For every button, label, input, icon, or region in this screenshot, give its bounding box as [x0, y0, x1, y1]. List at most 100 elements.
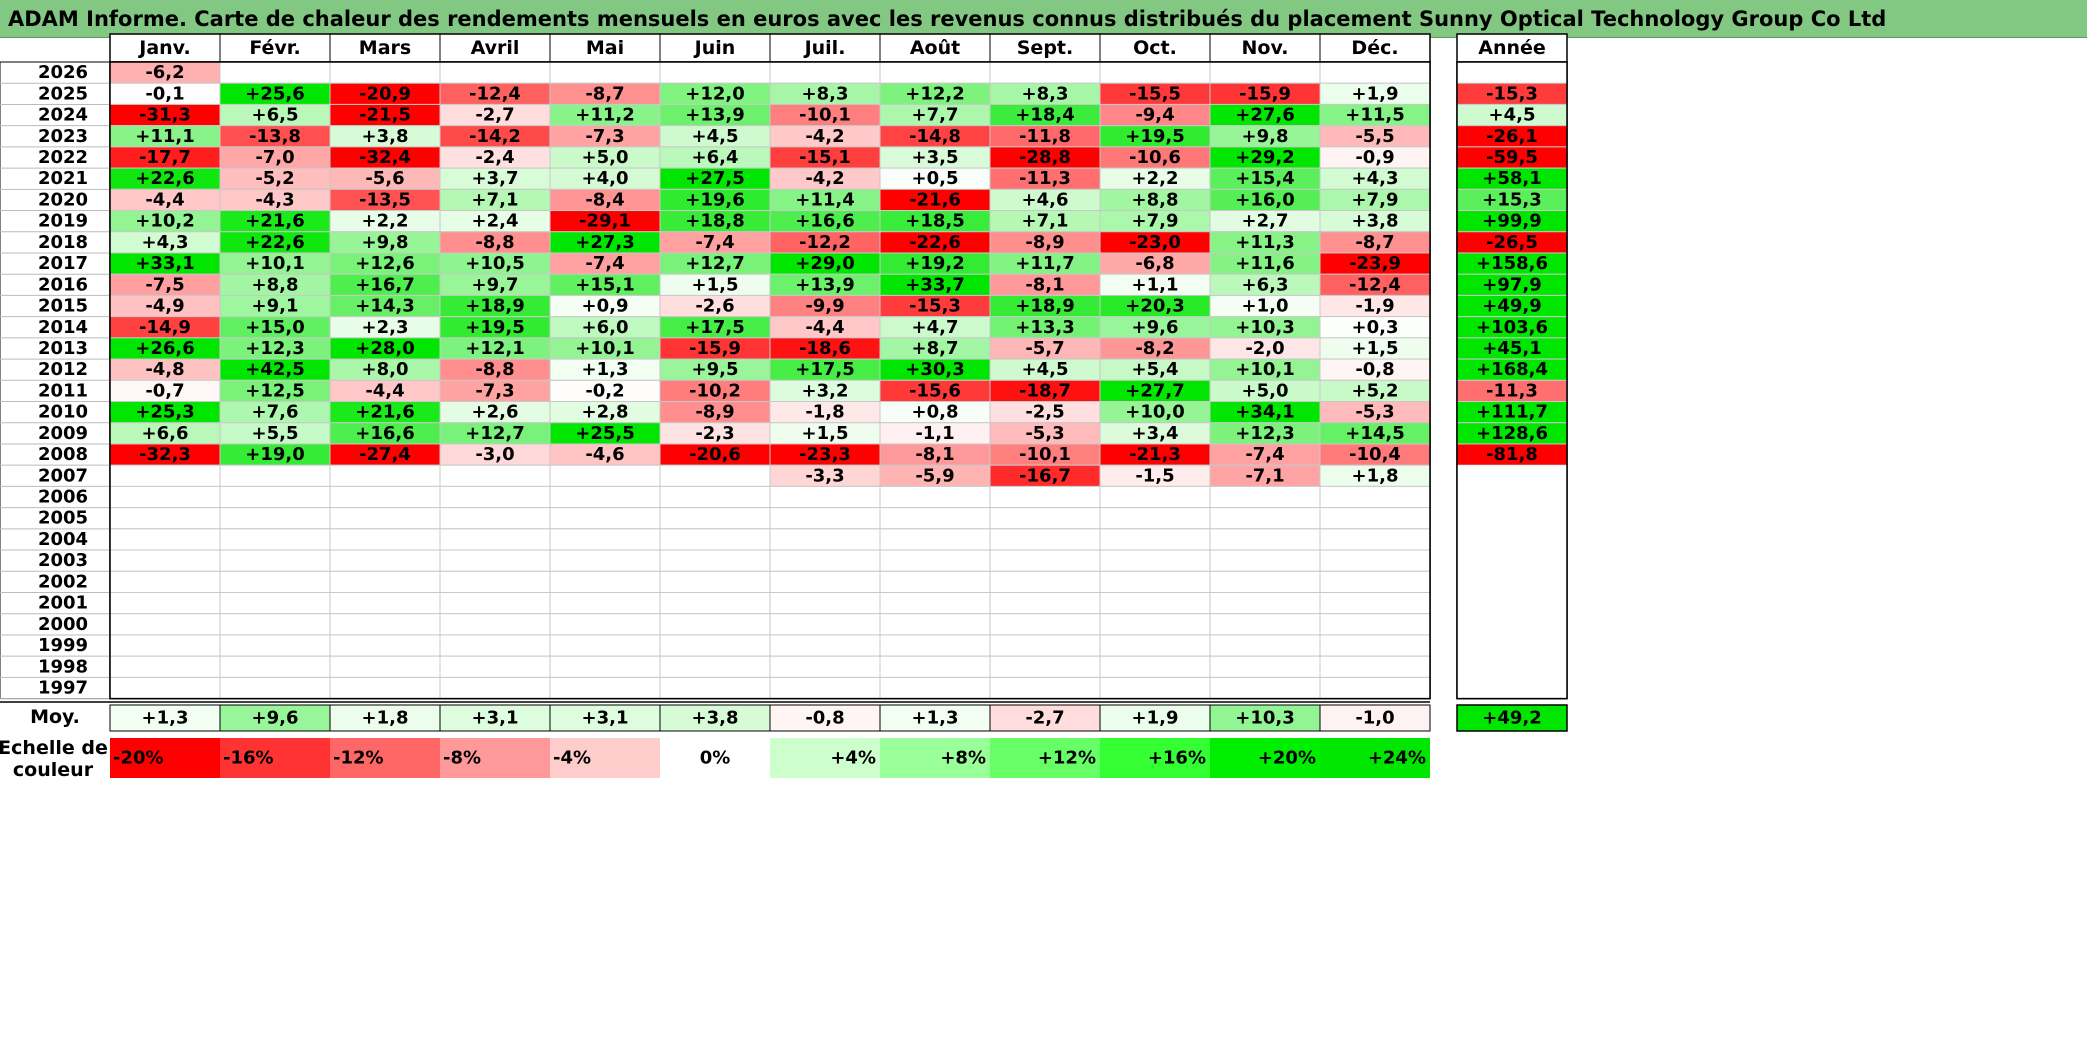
cell-value: +19,5 [465, 317, 525, 338]
month-header: Mars [359, 37, 411, 59]
heatmap-cell [549, 528, 661, 551]
month-header: Avril [471, 37, 520, 59]
heatmap-cell [879, 507, 991, 530]
cell-value: -10,1 [1019, 444, 1071, 465]
cell-value: +12,1 [465, 338, 525, 359]
cell-value: -28,8 [1019, 147, 1071, 168]
cell-value: -3,0 [475, 444, 514, 465]
cell-value: +27,6 [1235, 105, 1295, 126]
cell-value: -0,9 [1355, 147, 1394, 168]
heatmap-cell [549, 613, 661, 636]
cell-value: +8,8 [1132, 189, 1179, 210]
cell-value: +19,6 [685, 189, 745, 210]
heatmap-cell [879, 676, 991, 700]
heatmap-cell [989, 528, 1101, 551]
average-value: +3,1 [472, 708, 519, 729]
cell-value: +20,3 [1125, 296, 1185, 317]
scale-swatch [880, 738, 990, 778]
cell-value: -2,3 [695, 423, 734, 444]
cell-value: -8,9 [695, 402, 734, 423]
heatmap-cell [439, 549, 551, 572]
scale-label: couleur [13, 759, 94, 781]
cell-value: -14,2 [469, 126, 521, 147]
cell-value: +16,6 [355, 423, 415, 444]
scale-label-value: +8% [940, 748, 986, 769]
cell-value: -8,8 [475, 232, 514, 253]
cell-value: +25,6 [245, 83, 305, 104]
annual-value: +158,6 [1476, 253, 1548, 274]
scale-swatch [440, 738, 550, 778]
average-value: +1,9 [1132, 708, 1179, 729]
heatmap-cell [439, 507, 551, 530]
heatmap-cell [1099, 676, 1211, 700]
heatmap-cell [549, 634, 661, 657]
average-value: +3,8 [692, 708, 739, 729]
cell-value: -8,7 [1355, 232, 1394, 253]
cell-value: -1,9 [1355, 296, 1394, 317]
cell-value: -7,5 [145, 274, 184, 295]
annual-value: +45,1 [1482, 338, 1542, 359]
cell-value: -32,4 [359, 147, 411, 168]
cell-value: +4,3 [142, 232, 189, 253]
heatmap-cell [439, 528, 551, 551]
heatmap-cell [1099, 655, 1211, 678]
cell-value: -4,4 [365, 380, 404, 401]
heatmap-cell [1319, 507, 1431, 530]
year-label: 2020 [38, 189, 88, 210]
cell-value: +33,1 [135, 253, 195, 274]
heatmap-cell [219, 613, 331, 636]
scale-swatch [550, 738, 660, 778]
heatmap-cell [659, 485, 771, 509]
cell-value: +21,6 [355, 402, 415, 423]
heatmap-cell [219, 528, 331, 551]
year-label: 2006 [38, 487, 88, 508]
heatmap-cell [659, 464, 771, 487]
heatmap-cell [219, 570, 331, 594]
cell-value: -10,4 [1349, 444, 1401, 465]
heatmap-cell [219, 676, 331, 700]
scale-label-value: +20% [1258, 748, 1316, 769]
cell-value: +3,2 [802, 380, 849, 401]
annual-cell [1457, 677, 1567, 699]
cell-value: +12,7 [685, 253, 745, 274]
cell-value: +1,5 [692, 274, 739, 295]
heatmap-cell [769, 549, 881, 572]
heatmap-cell [1319, 570, 1431, 594]
month-header: Août [910, 37, 960, 59]
heatmap-cell [439, 61, 551, 84]
annual-value: +111,7 [1476, 402, 1548, 423]
cell-value: +10,3 [1235, 317, 1295, 338]
cell-value: +1,1 [1132, 274, 1179, 295]
cell-value: +27,7 [1125, 380, 1185, 401]
cell-value: +12,6 [355, 253, 415, 274]
year-label: 2015 [38, 296, 88, 317]
heatmap-cell [549, 655, 661, 678]
scale-label-value: +4% [830, 748, 876, 769]
heatmap-cell [1319, 549, 1431, 572]
heatmap-cell [1209, 592, 1321, 615]
cell-value: +2,2 [362, 211, 409, 232]
cell-value: +22,6 [135, 168, 195, 189]
heatmap-cell [659, 61, 771, 84]
cell-value: +1,3 [582, 359, 629, 380]
cell-value: +1,5 [802, 423, 849, 444]
heatmap-cell [109, 634, 221, 657]
cell-value: -18,7 [1019, 380, 1071, 401]
cell-value: +2,8 [582, 402, 629, 423]
cell-value: +4,3 [1352, 168, 1399, 189]
cell-value: +10,1 [1235, 359, 1295, 380]
annual-value: +4,5 [1489, 105, 1536, 126]
cell-value: +13,9 [685, 105, 745, 126]
year-label: 2026 [38, 62, 88, 83]
year-label: 2007 [38, 465, 88, 486]
heatmap-cell [439, 655, 551, 678]
year-label: 1998 [38, 656, 88, 677]
cell-value: -13,5 [359, 189, 411, 210]
annual-cell [1457, 613, 1567, 635]
annual-cell [1457, 465, 1567, 487]
heatmap-cell [769, 634, 881, 657]
scale-swatch [1100, 738, 1210, 778]
cell-value: +11,4 [795, 189, 855, 210]
heatmap-cell [989, 485, 1101, 509]
